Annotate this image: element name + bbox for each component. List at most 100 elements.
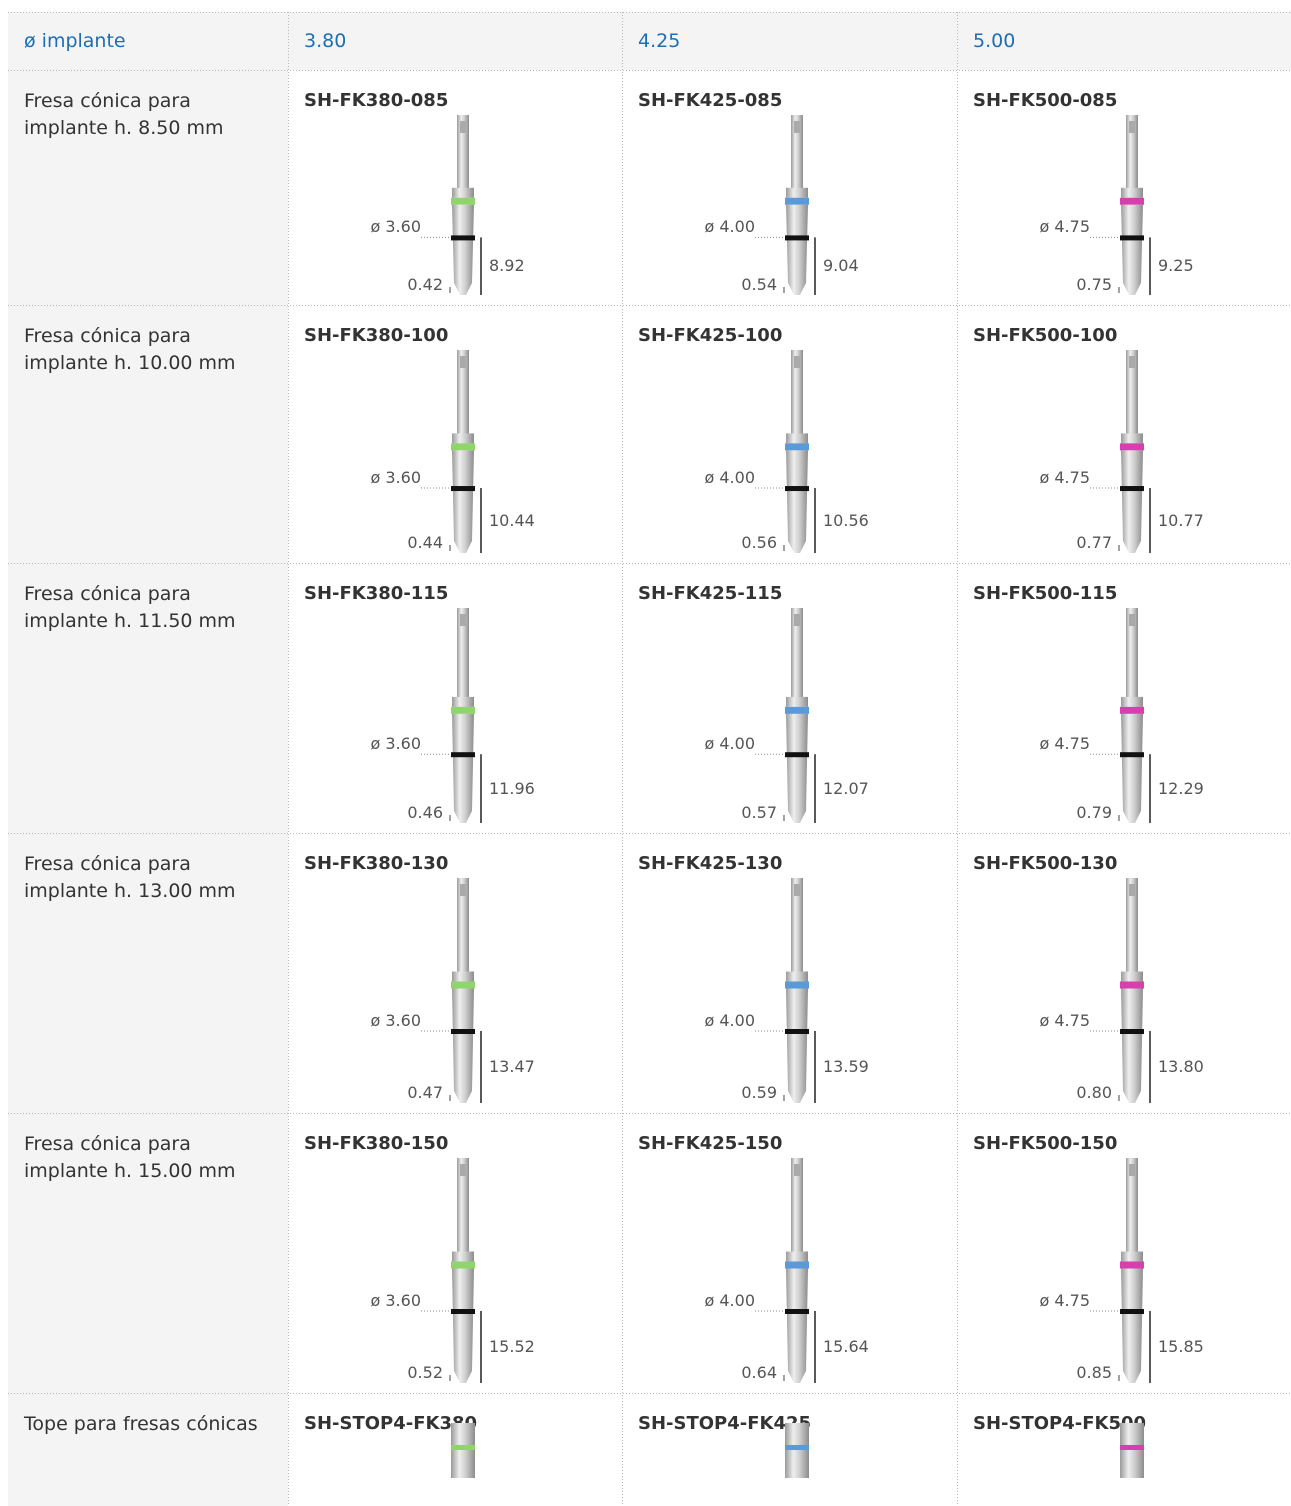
tip-label: 0.64 [741, 1363, 777, 1382]
drill-ring [1120, 197, 1144, 205]
length-label: 15.85 [1158, 1337, 1204, 1356]
drill-body [1121, 1268, 1143, 1383]
tip-label: 0.85 [1076, 1363, 1112, 1382]
length-label: 10.44 [489, 510, 535, 530]
drill-ring [785, 443, 809, 451]
drill-notch [1129, 1164, 1135, 1176]
drill-shank [1126, 115, 1138, 198]
diameter-label: ø 4.75 [1039, 1011, 1091, 1030]
drill-ring [1120, 981, 1144, 989]
drill-depth-band [1120, 752, 1144, 758]
drill-ring [785, 981, 809, 989]
drill-body [1121, 204, 1143, 295]
length-label: 13.47 [489, 1057, 535, 1076]
product-code: SH-FK500-150 [973, 1133, 1118, 1154]
drill-notch [460, 614, 466, 626]
row-label: Fresa cónica para [24, 1133, 191, 1155]
length-label: 8.92 [489, 256, 525, 276]
drill-notch [460, 1164, 466, 1176]
drill-shank [457, 608, 469, 707]
drill-depth-band [785, 235, 809, 241]
product-code: SH-FK425-130 [638, 853, 783, 874]
tip-label: 0.80 [1076, 1083, 1112, 1102]
drill-body [452, 713, 474, 823]
drill-depth-band [1120, 1029, 1144, 1034]
diameter-label: ø 4.75 [1039, 734, 1091, 754]
drill-ring [451, 197, 475, 205]
tip-label: 0.46 [407, 803, 443, 822]
diameter-label: ø 4.75 [1039, 1291, 1091, 1310]
stop-ring [451, 1445, 475, 1450]
drill-notch [794, 884, 800, 896]
header-cell: 3.80 [304, 30, 347, 52]
product-code: SH-FK500-115 [973, 583, 1118, 604]
drill-ring [785, 706, 809, 714]
drill-collar [452, 1251, 474, 1262]
product-code: SH-FK500-085 [973, 90, 1118, 111]
drill-notch [460, 356, 466, 368]
drill-notch [460, 884, 466, 896]
row-label: implante h. 10.00 mm [24, 352, 236, 374]
drill-collar [786, 971, 808, 982]
product-code: SH-FK380-115 [304, 583, 449, 604]
drill-notch [794, 614, 800, 626]
drill-depth-band [785, 486, 809, 492]
tip-label: 0.75 [1076, 275, 1112, 294]
drill-collar [786, 1251, 808, 1262]
diameter-label: ø 4.00 [704, 468, 756, 488]
drill-notch [794, 121, 800, 133]
tip-label: 0.54 [741, 275, 777, 294]
row-label: Fresa cónica para [24, 90, 191, 112]
diameter-label: ø 4.00 [704, 1291, 756, 1310]
length-label: 15.52 [489, 1337, 535, 1356]
tip-label: 0.42 [407, 275, 443, 294]
product-code: SH-STOP4-FK425 [638, 1413, 812, 1434]
drill-collar [1121, 696, 1143, 707]
drill-depth-band [1120, 1309, 1144, 1314]
drill-collar [1121, 1251, 1143, 1262]
drill-collar [1121, 433, 1143, 444]
stop-body [785, 1423, 809, 1478]
length-label: 15.64 [823, 1337, 869, 1356]
product-code: SH-FK500-130 [973, 853, 1118, 874]
label-column-bg [8, 12, 288, 1506]
tip-label: 0.52 [407, 1363, 443, 1382]
drill-body [452, 1268, 474, 1383]
header-cell: ø implante [24, 30, 126, 52]
stop-ring [1120, 1445, 1144, 1450]
diameter-label: ø 3.60 [370, 217, 422, 237]
drill-shank [457, 350, 469, 444]
drill-depth-band [451, 235, 475, 241]
drill-collar [452, 971, 474, 982]
drill-ring [785, 197, 809, 205]
drill-body [452, 204, 474, 295]
drill-body [1121, 713, 1143, 823]
drill-shank [1126, 608, 1138, 707]
drill-depth-band [451, 752, 475, 758]
drill-shank [1126, 878, 1138, 982]
length-label: 9.25 [1158, 256, 1194, 276]
tip-label: 0.77 [1076, 533, 1112, 552]
drill-body [452, 988, 474, 1103]
drill-depth-band [785, 1309, 809, 1314]
drill-body [786, 713, 808, 823]
diameter-label: ø 3.60 [370, 1291, 422, 1310]
drill-ring [1120, 706, 1144, 714]
product-code: SH-FK380-085 [304, 90, 449, 111]
drill-shank [457, 1158, 469, 1262]
drill-depth-band [785, 1029, 809, 1034]
drill-collar [786, 433, 808, 444]
length-label: 13.59 [823, 1057, 869, 1076]
drill-notch [1129, 356, 1135, 368]
diameter-label: ø 4.00 [704, 217, 756, 237]
drill-body [452, 450, 474, 553]
drill-notch [460, 121, 466, 133]
row-label: Tope para fresas cónicas [24, 1413, 258, 1435]
row-label: Fresa cónica para [24, 583, 191, 605]
drill-ring [451, 1261, 475, 1269]
product-code: SH-FK425-100 [638, 325, 783, 346]
drill-depth-band [1120, 486, 1144, 492]
drill-body [786, 204, 808, 295]
row-label: implante h. 8.50 mm [24, 117, 224, 139]
drill-notch [1129, 121, 1135, 133]
